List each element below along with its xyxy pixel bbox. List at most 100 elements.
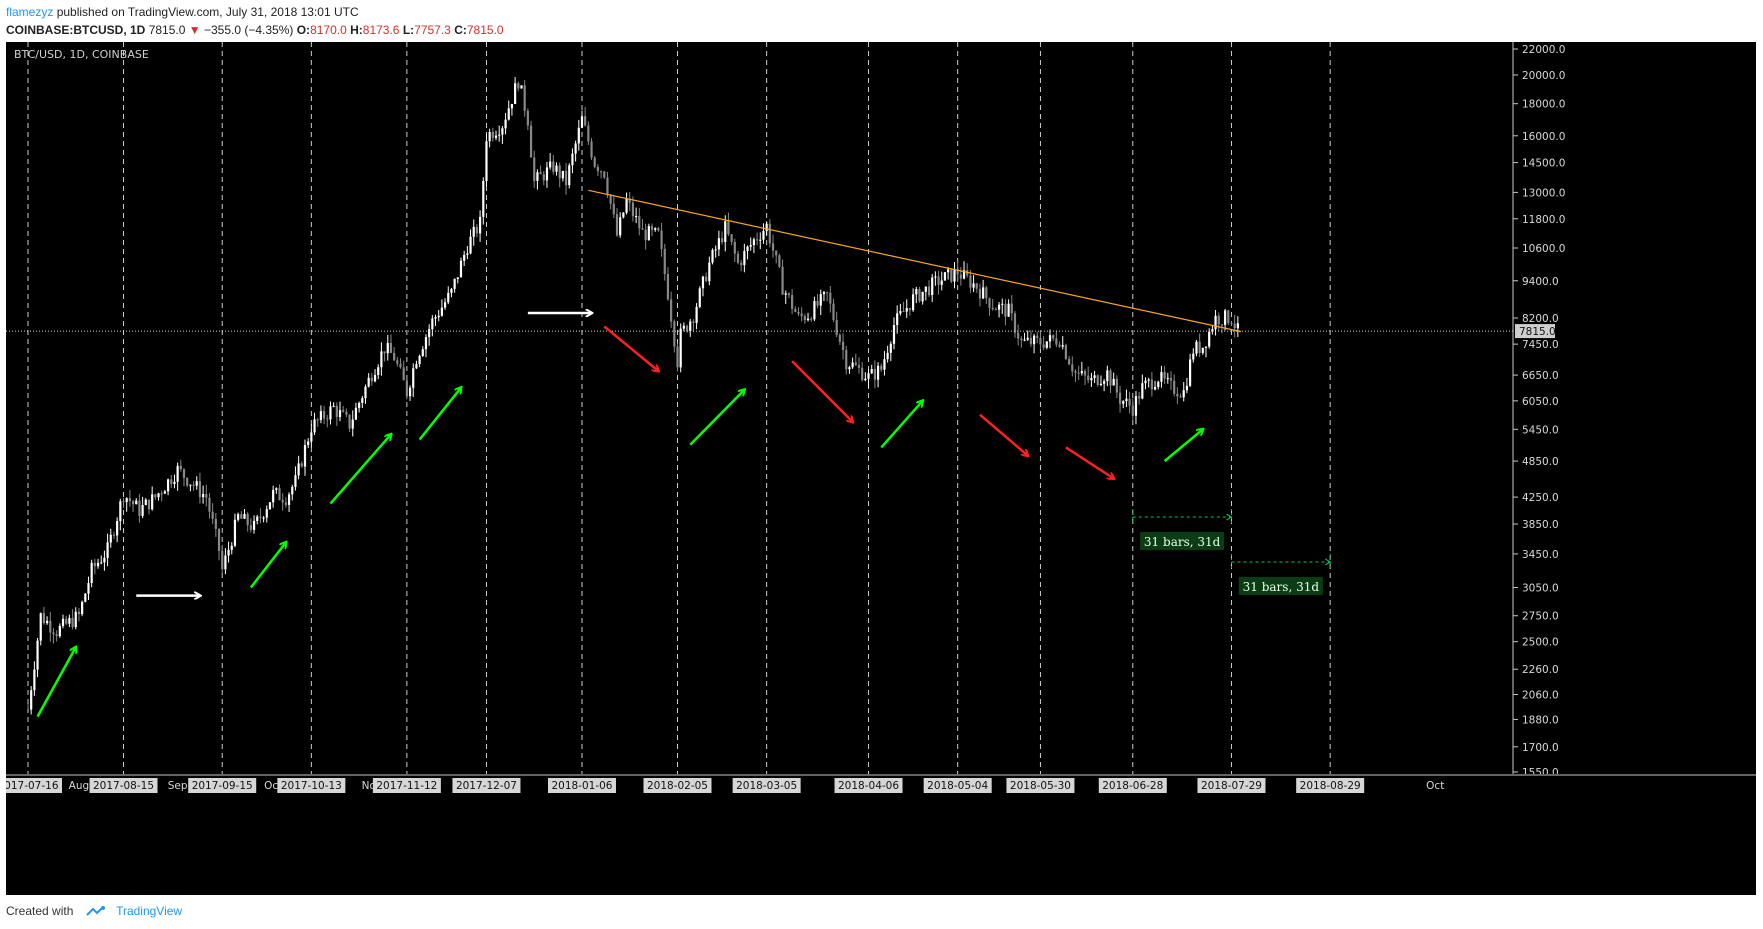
open-value: 8170.0 [310, 23, 347, 37]
candle-body [494, 135, 498, 138]
time-tick-label: 2017-07-16 [6, 780, 59, 792]
candle-body [326, 418, 329, 420]
candle-body [612, 203, 615, 215]
candle-body [224, 555, 227, 570]
candle-body [157, 493, 160, 498]
time-axis-bg [6, 774, 1756, 895]
candle-body [1204, 346, 1208, 348]
candle-body [883, 359, 886, 370]
time-tick-badge [834, 778, 903, 793]
time-tick: 2017-09-15 [188, 778, 257, 793]
range-arrowhead [1324, 558, 1332, 566]
price-tick-label: 11800.0 [1522, 214, 1565, 226]
green-up-arrow [36, 647, 76, 718]
candle-body [316, 419, 319, 421]
candle-body [214, 518, 217, 529]
candle-body [443, 302, 447, 308]
candle-body [1230, 323, 1233, 325]
time-tick: 2018-01-06 [547, 778, 616, 793]
candle-body [55, 634, 58, 637]
candle-body [402, 367, 405, 381]
time-tick-label: 2017-08-15 [93, 780, 154, 792]
candle-body [291, 486, 294, 495]
candle-body [383, 351, 386, 354]
candle-body [393, 352, 396, 361]
candle-body [1198, 341, 1201, 353]
resistance-trendline [588, 189, 1242, 333]
candle-body [198, 481, 202, 498]
candle-body [647, 226, 650, 241]
ohlc-line: COINBASE:BTCUSD, 1D 7815.0 ▼ −355.0 (−4.… [6, 23, 504, 37]
tradingview-link[interactable]: TradingView [116, 904, 183, 918]
candle-body [867, 373, 870, 379]
candle-body [1042, 344, 1045, 348]
candle-body [205, 493, 208, 498]
chart-area[interactable]: BTC/USD, 1D, COINBASE 22000.0 20000.0 18000… [6, 42, 1756, 895]
candle-body [797, 311, 800, 314]
candle-body [733, 241, 736, 254]
time-tick-label: 2018-06-28 [1102, 780, 1163, 792]
candle-body [596, 166, 600, 172]
candle-body [1020, 338, 1023, 341]
candle-body [822, 292, 826, 295]
candle-body [1176, 393, 1179, 397]
price-tick-label: 10600.0 [1522, 243, 1565, 255]
candle-body [300, 463, 303, 467]
candle-body [275, 488, 278, 490]
range-label-bg [1238, 576, 1323, 595]
candle-body [1118, 392, 1122, 404]
candle-body [1026, 337, 1029, 340]
red-down-arrow [1065, 446, 1114, 478]
candle-body [1144, 380, 1147, 384]
candle-body [144, 499, 147, 505]
candle-body [708, 262, 711, 282]
candle-body [1150, 379, 1153, 390]
candle-body [1004, 303, 1007, 317]
candle-body [36, 640, 39, 670]
candle-body [119, 501, 122, 522]
candle-body [428, 329, 431, 338]
candle-body [354, 407, 358, 420]
price-chart-svg[interactable]: BTC/USD, 1D, COINBASE 22000.0 20000.0 18000… [6, 42, 1756, 895]
candle-body [787, 293, 791, 296]
candle-body [84, 593, 87, 602]
candle-body [650, 226, 654, 230]
candle-body [584, 116, 587, 126]
candle-body [673, 321, 676, 347]
candle-body [813, 300, 816, 320]
price-tick-label: 13000.0 [1522, 187, 1565, 199]
tradingview-logo-icon [86, 905, 105, 916]
candle-body [243, 513, 246, 519]
candle-body [1217, 315, 1220, 325]
candle-body [479, 216, 482, 234]
candle-body [278, 488, 281, 501]
candle-body [1093, 375, 1096, 379]
candle-body [389, 342, 393, 353]
candle-body [644, 229, 647, 241]
candle-body [297, 463, 300, 476]
candle-body [1010, 303, 1013, 314]
time-tick-label: Oct [1426, 780, 1444, 792]
candle-body [701, 276, 705, 289]
candle-body [778, 255, 781, 267]
candle-body [720, 238, 724, 242]
candle-body [287, 494, 291, 505]
candle-body [230, 545, 233, 550]
time-tick-badge [1296, 778, 1365, 793]
candle-body [154, 494, 157, 498]
candle-body [1096, 375, 1099, 386]
time-tick-label: 2017-11-12 [376, 780, 437, 792]
candle-body [555, 165, 558, 172]
candle-body [227, 549, 230, 556]
candle-body [364, 386, 367, 399]
candle-body [803, 316, 806, 321]
candle-body [619, 217, 622, 236]
time-tick-label: 2018-03-05 [736, 780, 797, 792]
candle-body [660, 230, 663, 249]
price-tick-label: 3050.0 [1522, 583, 1559, 595]
candle-body [940, 280, 943, 285]
author-link[interactable]: flamezyz [6, 5, 54, 19]
candle-body [1138, 396, 1141, 399]
candle-body [33, 669, 36, 691]
candle-body [962, 270, 966, 279]
